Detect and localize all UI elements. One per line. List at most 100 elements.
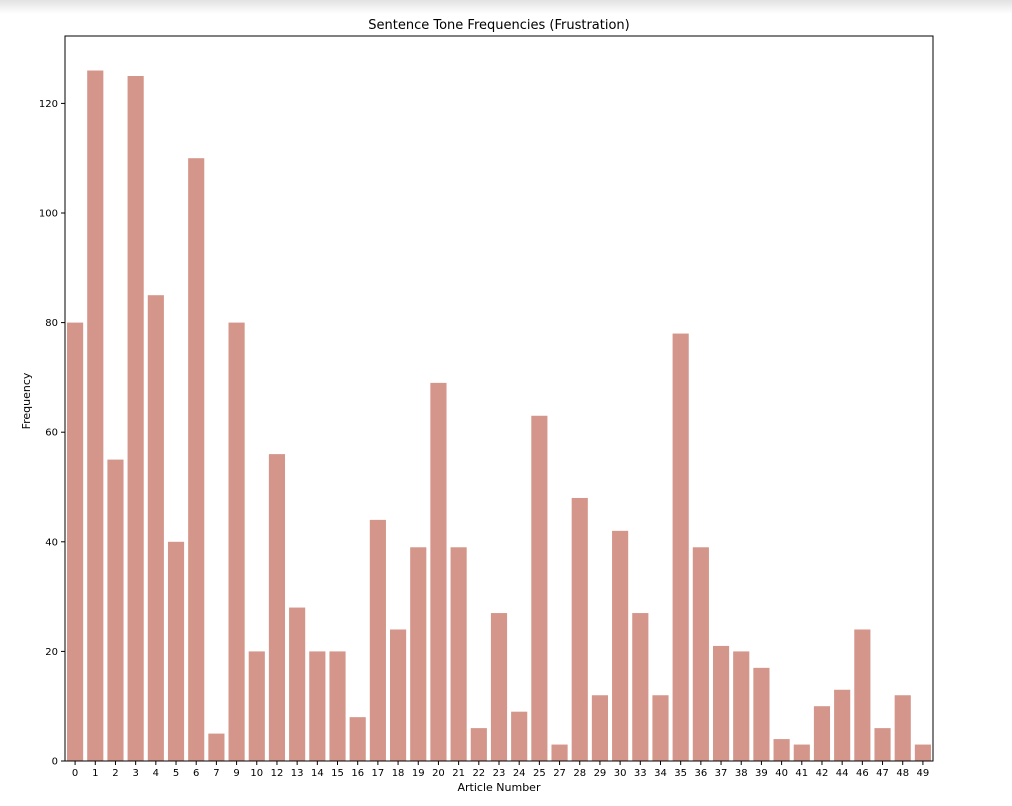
- bar-19: [410, 547, 427, 761]
- y-tick-label: 80: [45, 318, 58, 329]
- x-tick-label: 17: [372, 768, 385, 779]
- x-tick-label: 20: [432, 768, 445, 779]
- bar-18: [390, 629, 407, 761]
- x-tick-label: 6: [193, 768, 199, 779]
- bar-22: [470, 728, 487, 761]
- bar-44: [834, 689, 851, 761]
- x-tick-label: 24: [513, 768, 526, 779]
- chart-title: Sentence Tone Frequencies (Frustration): [368, 18, 629, 33]
- plot-frame: [64, 35, 934, 762]
- x-tick-label: 15: [331, 768, 344, 779]
- x-tick-label: 21: [452, 768, 465, 779]
- x-tick-label: 40: [775, 768, 788, 779]
- x-tick-label: 29: [594, 768, 607, 779]
- x-tick-label: 3: [132, 768, 138, 779]
- bar-2: [107, 459, 124, 761]
- bar-13: [289, 607, 306, 761]
- x-tick-label: 23: [493, 768, 506, 779]
- x-tick-label: 28: [573, 768, 586, 779]
- y-tick-label: 40: [45, 537, 58, 548]
- bar-3: [127, 76, 144, 761]
- x-tick-label: 19: [412, 768, 425, 779]
- bar-37: [712, 645, 730, 761]
- x-tick-label: 27: [553, 768, 566, 779]
- y-tick-label: 60: [45, 428, 58, 439]
- x-tick-label: 34: [654, 768, 667, 779]
- x-tick-label: 37: [715, 768, 728, 779]
- x-tick-label: 13: [291, 768, 304, 779]
- x-tick-label: 22: [472, 768, 485, 779]
- bar-5: [167, 541, 185, 761]
- x-ticks-layer: 0 1 2 3 4 5 6 7 9 10 12 13 14 15 16 17 18 19 20 21 22 23 24 25 2…: [72, 761, 929, 779]
- y-tick-label: 120: [39, 99, 58, 110]
- bar-14: [309, 651, 326, 761]
- bar-36: [692, 547, 709, 761]
- bar-49: [914, 744, 931, 761]
- x-tick-label: 42: [816, 768, 829, 779]
- bar-47: [874, 728, 891, 761]
- bar-48: [894, 695, 911, 761]
- bar-25: [531, 415, 548, 761]
- bar-16: [349, 717, 366, 761]
- bar-46: [854, 629, 871, 761]
- y-tick-label: 20: [45, 647, 58, 658]
- y-ticks-layer: 0 20 40 60 80 100 120: [39, 99, 65, 768]
- bar-7: [208, 733, 225, 761]
- x-tick-label: 16: [351, 768, 364, 779]
- x-tick-label: 9: [233, 768, 239, 779]
- x-tick-label: 10: [250, 768, 263, 779]
- bar-0: [67, 322, 84, 761]
- bar-38: [733, 651, 750, 761]
- bar-41: [793, 744, 810, 761]
- bar-35: [672, 333, 689, 761]
- bar-9: [228, 322, 245, 761]
- x-tick-label: 1: [92, 768, 98, 779]
- x-tick-label: 46: [856, 768, 869, 779]
- x-tick-label: 25: [533, 768, 546, 779]
- bar-20: [430, 382, 447, 761]
- bars-layer: [67, 70, 931, 761]
- x-tick-label: 38: [735, 768, 748, 779]
- bar-6: [188, 158, 205, 761]
- bar-40: [773, 739, 790, 761]
- x-tick-label: 48: [896, 768, 909, 779]
- bar-10: [248, 651, 265, 761]
- bar-24: [511, 711, 528, 761]
- x-tick-label: 44: [836, 768, 849, 779]
- x-tick-label: 18: [392, 768, 405, 779]
- x-tick-label: 12: [271, 768, 284, 779]
- y-tick-label: 0: [52, 757, 58, 768]
- bar-30: [612, 530, 629, 761]
- bar-34: [652, 695, 669, 761]
- bar-39: [753, 667, 770, 761]
- x-tick-label: 4: [153, 768, 159, 779]
- bar-23: [490, 613, 508, 761]
- bar-33: [632, 613, 649, 761]
- x-tick-label: 39: [755, 768, 768, 779]
- x-tick-label: 33: [634, 768, 647, 779]
- x-tick-label: 35: [674, 768, 687, 779]
- x-tick-label: 7: [213, 768, 219, 779]
- bar-42: [813, 706, 831, 761]
- x-tick-label: 5: [173, 768, 179, 779]
- bar-17: [369, 519, 386, 761]
- bar-28: [571, 497, 588, 761]
- x-tick-label: 2: [112, 768, 118, 779]
- bar-27: [551, 744, 568, 761]
- x-tick-label: 14: [311, 768, 324, 779]
- bar-4: [147, 295, 164, 761]
- y-axis-label: Frequency: [20, 372, 33, 429]
- x-tick-label: 0: [72, 768, 78, 779]
- bar-1: [87, 70, 104, 761]
- x-tick-label: 41: [795, 768, 808, 779]
- bar-21: [450, 547, 467, 761]
- window-top-shade: [0, 0, 1012, 14]
- bar-29: [591, 695, 609, 761]
- x-axis-label: Article Number: [458, 781, 541, 794]
- x-tick-label: 49: [917, 768, 930, 779]
- x-tick-label: 47: [876, 768, 889, 779]
- y-tick-label: 100: [39, 209, 58, 220]
- bar-12: [268, 454, 286, 761]
- x-tick-label: 30: [614, 768, 627, 779]
